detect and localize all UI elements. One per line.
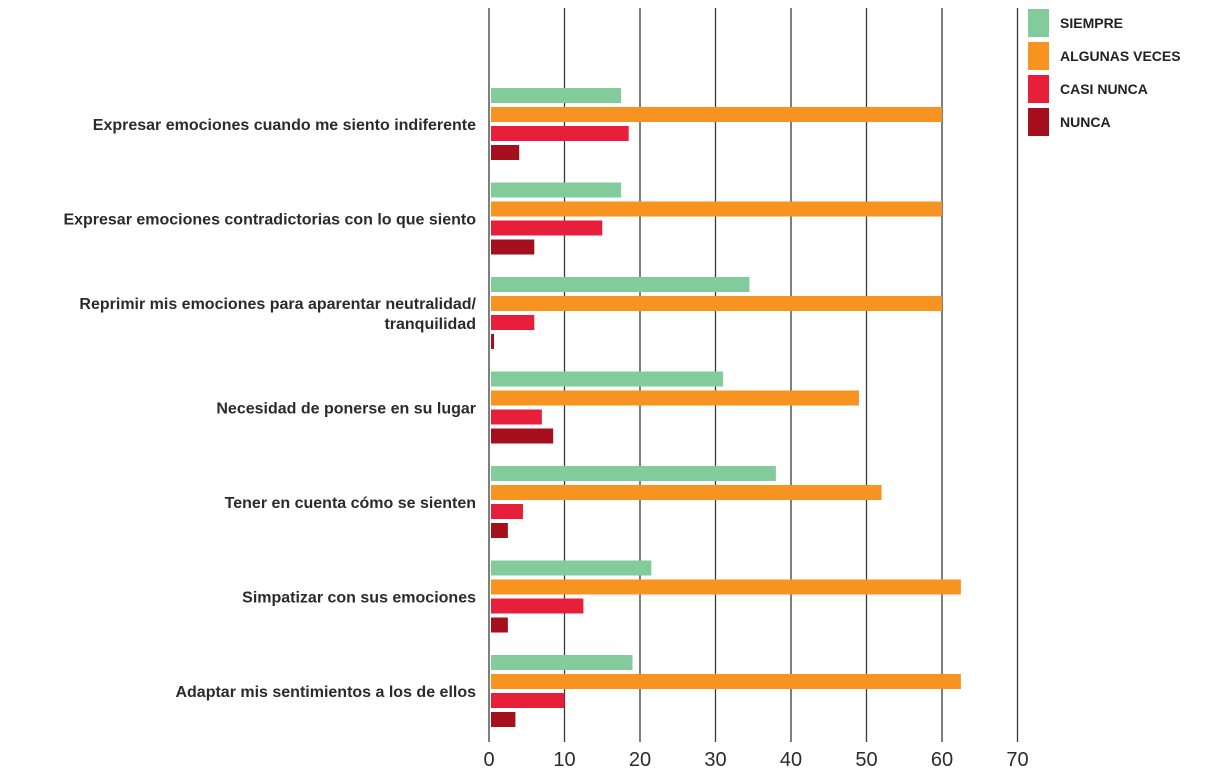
bar-algunas-veces xyxy=(491,485,882,500)
bar-nunca xyxy=(491,239,535,255)
legend-swatch xyxy=(1028,75,1049,103)
bar-casi-nunca xyxy=(491,598,584,614)
bar-nunca xyxy=(491,617,508,633)
legend-label: ALGUNAS VECES xyxy=(1060,48,1181,64)
legend-label: SIEMPRE xyxy=(1060,15,1123,31)
bar-casi-nunca xyxy=(491,126,629,141)
x-tick-label: 10 xyxy=(553,749,575,769)
bar-nunca xyxy=(491,334,494,349)
category-label: Reprimir mis emociones para aparentar ne… xyxy=(79,296,476,313)
bars xyxy=(491,88,961,727)
bar-siempre xyxy=(491,277,750,292)
x-tick-label: 20 xyxy=(629,749,651,769)
category-label: Simpatizar con sus emociones xyxy=(242,590,476,607)
bar-siempre xyxy=(491,655,633,670)
category-label: tranquilidad xyxy=(384,316,476,333)
bar-algunas-veces xyxy=(491,579,961,595)
category-label: Expresar emociones cuando me siento indi… xyxy=(93,117,476,134)
legend: SIEMPRE ALGUNAS VECES CASI NUNCA NUNCA xyxy=(1028,9,1181,136)
x-tick-label: 60 xyxy=(931,749,953,769)
category-label: Necesidad de ponerse en su lugar xyxy=(216,401,476,418)
bar-casi-nunca xyxy=(491,693,565,708)
x-tick-label: 30 xyxy=(704,749,726,769)
bar-siempre xyxy=(491,88,622,103)
bar-casi-nunca xyxy=(491,409,542,425)
bar-siempre xyxy=(491,371,724,387)
legend-swatch xyxy=(1028,42,1049,70)
bar-nunca xyxy=(491,428,554,444)
bar-siempre xyxy=(491,560,652,576)
bar-nunca xyxy=(491,712,516,727)
bar-algunas-veces xyxy=(491,390,859,406)
bar-siempre xyxy=(491,466,776,481)
bar-algunas-veces xyxy=(491,201,942,217)
x-tick-label: 40 xyxy=(780,749,802,769)
category-label: Adaptar mis sentimientos a los de ellos xyxy=(175,684,476,701)
x-tick-label: 70 xyxy=(1006,749,1028,769)
legend-label: NUNCA xyxy=(1060,114,1111,130)
x-axis-ticks: 0 10 20 30 40 50 60 70 xyxy=(483,749,1028,771)
category-labels: Expresar emociones cuando me siento indi… xyxy=(63,117,476,701)
bar-casi-nunca xyxy=(491,220,603,236)
bar-algunas-veces xyxy=(491,674,961,689)
legend-label: CASI NUNCA xyxy=(1060,81,1148,97)
bar-algunas-veces xyxy=(491,107,942,122)
bar-algunas-veces xyxy=(491,296,942,311)
category-label: Tener en cuenta cómo se sienten xyxy=(225,495,476,512)
bar-nunca xyxy=(491,145,520,160)
bar-casi-nunca xyxy=(491,315,535,330)
legend-swatch xyxy=(1028,9,1049,37)
x-tick-label: 50 xyxy=(855,749,877,769)
bar-siempre xyxy=(491,182,622,198)
bar-casi-nunca xyxy=(491,504,523,519)
legend-swatch xyxy=(1028,108,1049,136)
bar-nunca xyxy=(491,523,508,538)
x-tick-label: 0 xyxy=(483,749,494,769)
category-label: Expresar emociones contradictorias con l… xyxy=(63,212,476,229)
